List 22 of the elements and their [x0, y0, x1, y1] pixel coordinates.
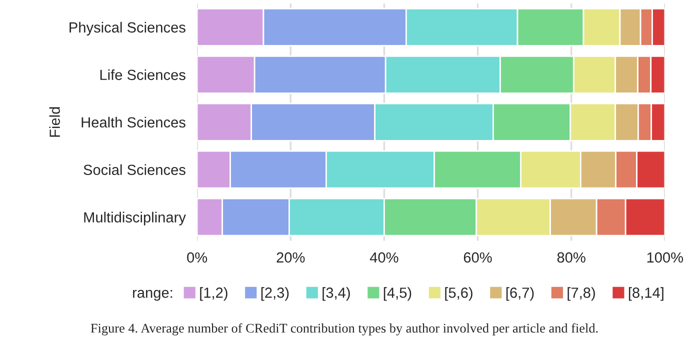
x-tick-label: 40% — [370, 252, 398, 263]
legend-label: [8,14] — [628, 287, 664, 301]
x-tick-label: 60% — [464, 252, 492, 263]
legend-label: [6,7) — [506, 287, 534, 301]
x-tick-label: 100% — [647, 252, 684, 263]
x-tick-label: 0% — [187, 252, 208, 263]
legend-label: [2,3) — [261, 287, 289, 301]
legend-label: [5,6) — [445, 287, 472, 301]
legend-label: [1,2) — [200, 287, 228, 301]
legend-title: range: — [133, 290, 172, 301]
x-tick-label: 80% — [557, 252, 586, 263]
legend-label: [4,5) — [384, 287, 412, 301]
y-tick-label: Health Sciences — [82, 116, 186, 128]
x-tick-label: 20% — [276, 252, 305, 263]
y-tick-label: Multidisciplinary — [84, 212, 186, 226]
caption: Figure 4. Average number of CRediT contribution types by author involved per article and field. — [90, 323, 598, 336]
y-tick-label: Life Sciences — [100, 69, 186, 80]
y-tick-label: Social Sciences — [84, 164, 186, 176]
y-axis-title: Field — [49, 107, 60, 137]
y-tick-label: Physical Sciences — [70, 22, 186, 36]
legend-label: [3,4) — [322, 287, 350, 301]
legend-label: [7,8) — [568, 287, 595, 301]
